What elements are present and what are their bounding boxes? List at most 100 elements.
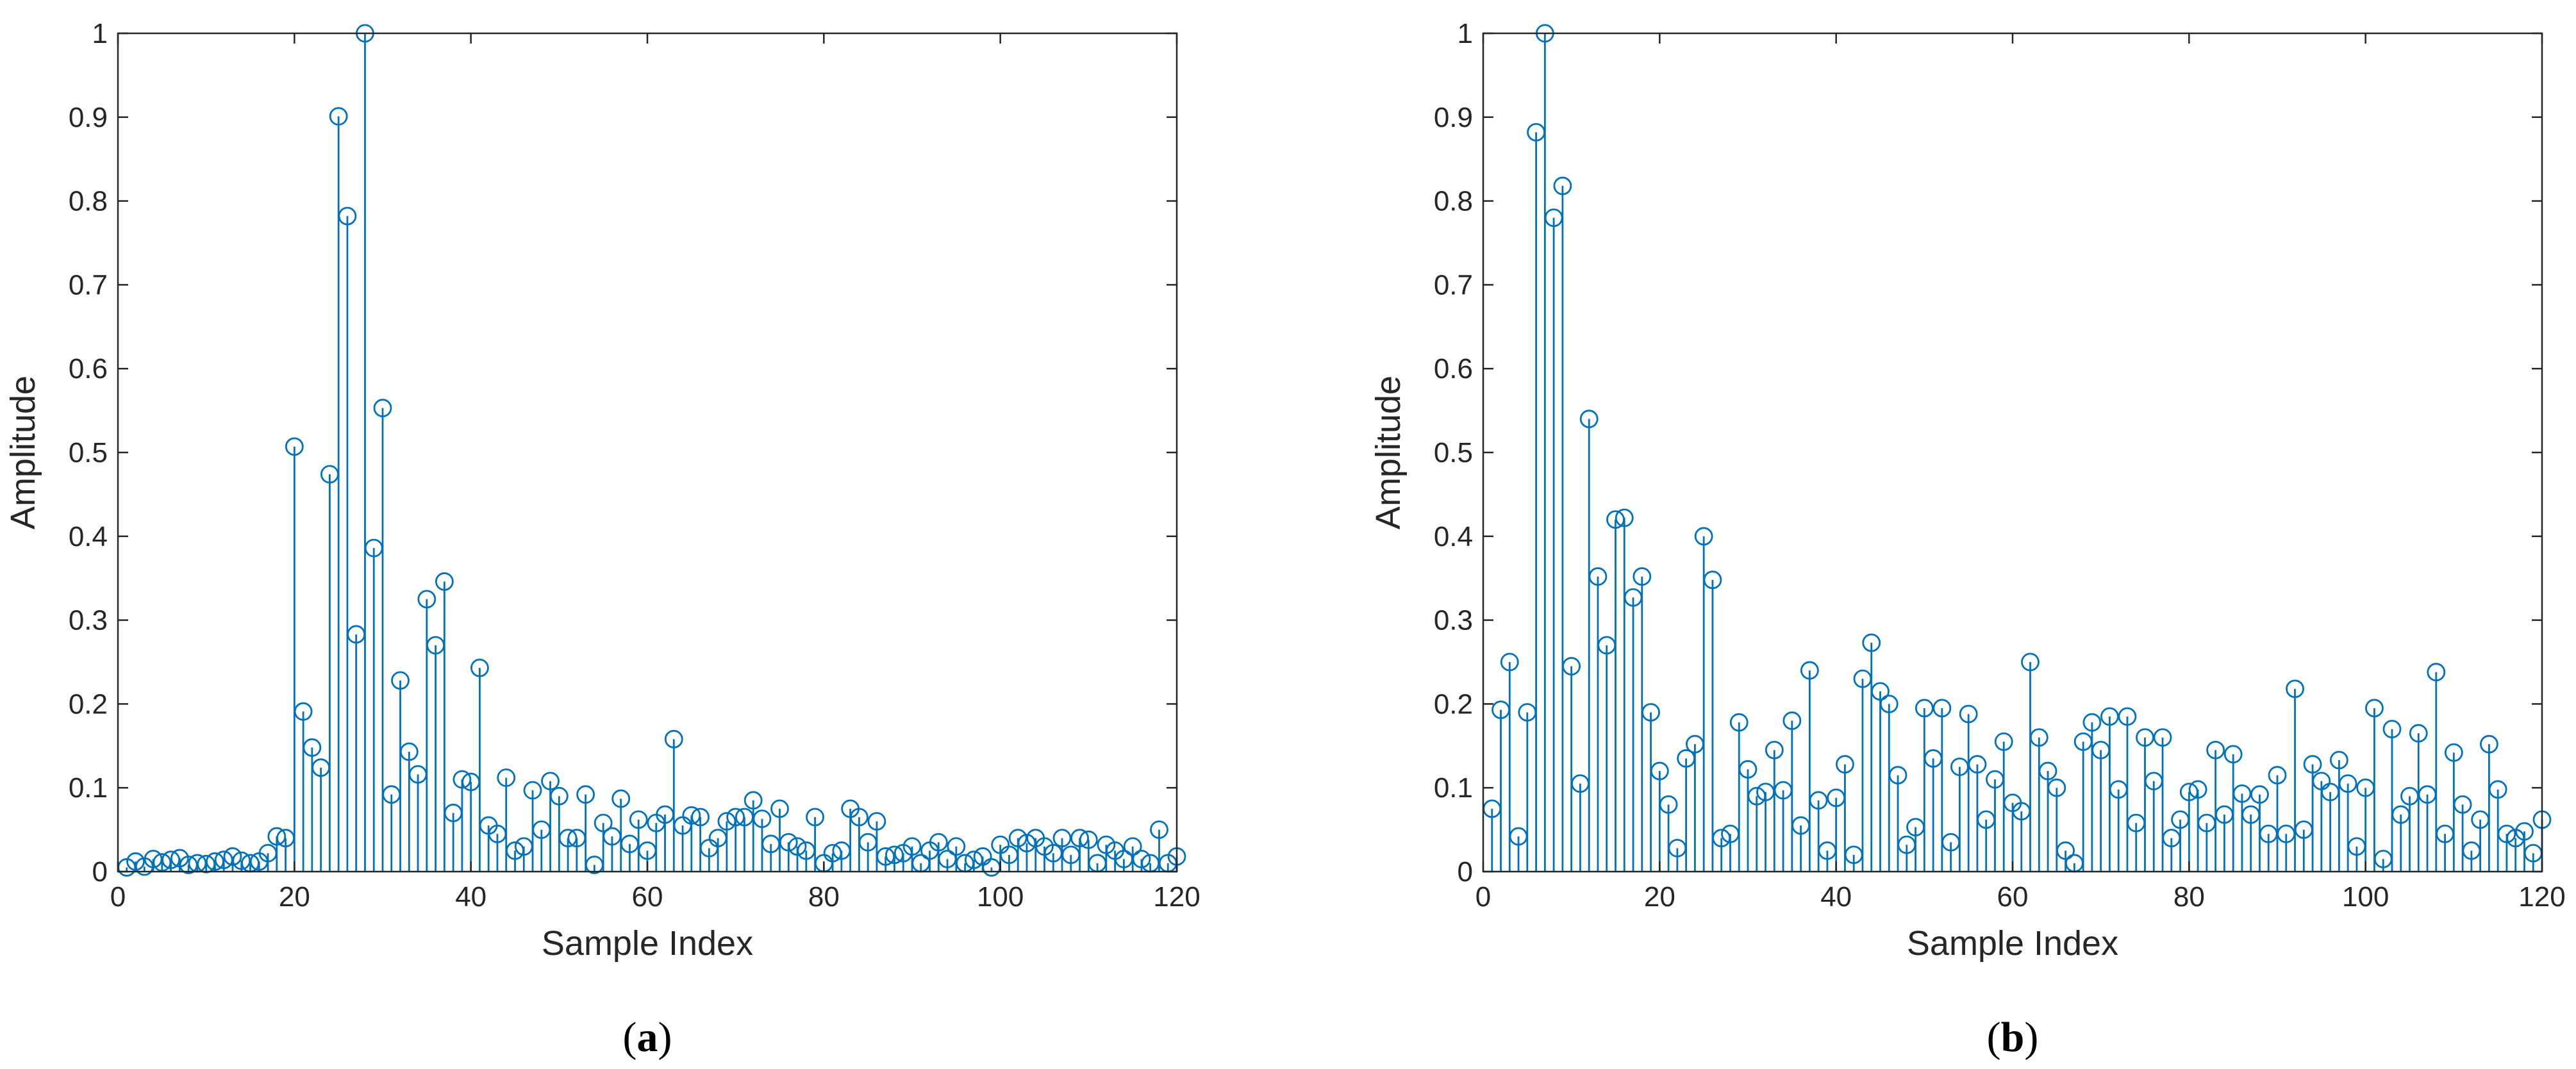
panel-label-b: (b) bbox=[1987, 1014, 2039, 1061]
y-tick-label: 0.9 bbox=[69, 102, 108, 133]
stem-point bbox=[1588, 567, 1608, 872]
y-tick-label: 0 bbox=[92, 856, 108, 888]
stem-point bbox=[453, 770, 472, 872]
y-tick-label: 0.7 bbox=[69, 269, 108, 301]
stem-point bbox=[1915, 699, 1934, 872]
stem-marker bbox=[1703, 570, 1722, 590]
stem-point bbox=[1659, 795, 1678, 872]
stem-point bbox=[2021, 652, 2040, 872]
x-tick-label: 100 bbox=[2342, 881, 2389, 913]
stem-point bbox=[2488, 780, 2507, 872]
y-tick-label: 1 bbox=[92, 18, 108, 49]
stem-marker bbox=[1052, 829, 1072, 848]
stem-marker bbox=[2153, 728, 2172, 747]
stem-marker bbox=[2136, 728, 2154, 747]
stem-marker bbox=[2118, 707, 2137, 726]
stem-marker bbox=[2409, 724, 2428, 743]
y-tick-label: 0.3 bbox=[1434, 605, 1473, 636]
stem-marker bbox=[417, 590, 436, 609]
stem-point bbox=[2338, 774, 2357, 872]
chart-panel-b: 0 20 40 60 80 100 120 0 0.1 0.2 0.3 0.4 0.5 0.6 0.7 0.8… bbox=[1369, 18, 2566, 1061]
stem-point bbox=[2409, 724, 2428, 872]
stem-marker bbox=[1968, 755, 1987, 774]
stem-marker bbox=[1888, 766, 1907, 784]
stem-marker bbox=[1588, 567, 1608, 586]
stem-point bbox=[2047, 778, 2066, 872]
stem-marker bbox=[2488, 780, 2507, 799]
stem-marker bbox=[1650, 761, 1669, 781]
stem-marker bbox=[126, 852, 145, 871]
stem-point bbox=[2329, 750, 2348, 872]
stem-marker bbox=[2268, 766, 2287, 784]
stem-marker bbox=[1579, 410, 1599, 429]
stem-marker bbox=[1633, 567, 1652, 586]
stem-marker bbox=[2286, 679, 2304, 699]
stem-marker bbox=[2206, 740, 2225, 759]
stem-marker bbox=[1615, 508, 1634, 527]
y-tick-label: 0.4 bbox=[69, 521, 108, 552]
stem-marker bbox=[1123, 837, 1142, 856]
stem-marker bbox=[1836, 755, 1854, 774]
stem-marker bbox=[752, 809, 772, 828]
stem-marker bbox=[523, 781, 542, 800]
x-tick-label: 40 bbox=[455, 881, 486, 913]
stem-marker bbox=[1994, 732, 2013, 751]
stem-marker bbox=[806, 808, 824, 827]
stem-point bbox=[682, 806, 701, 872]
stem-point bbox=[2286, 679, 2304, 872]
stem-marker bbox=[2479, 734, 2498, 754]
stem-marker bbox=[435, 572, 454, 591]
stem-point bbox=[576, 785, 595, 872]
panel-label-letter-a: a bbox=[637, 1014, 658, 1061]
stem-point bbox=[629, 810, 648, 872]
stem-marker bbox=[2382, 720, 2402, 739]
stem-marker bbox=[788, 837, 807, 856]
stem-marker bbox=[744, 791, 763, 810]
stem-marker bbox=[929, 833, 948, 852]
stem-point bbox=[435, 572, 454, 872]
stem-marker bbox=[232, 851, 251, 870]
stem-point bbox=[1782, 711, 1802, 872]
stem-point bbox=[1862, 633, 1881, 872]
stem-marker bbox=[1553, 176, 1572, 195]
stem-point bbox=[947, 837, 966, 872]
stem-marker bbox=[1008, 829, 1027, 848]
x-tick-label: 80 bbox=[2173, 881, 2205, 913]
stem-marker bbox=[594, 813, 613, 833]
stem-marker bbox=[2515, 822, 2534, 841]
axis-ticks-b: 0 20 40 60 80 100 120 0 0.1 0.2 0.3 0.4 0.5 0.6 0.7 0.8… bbox=[1434, 18, 2566, 913]
stem-marker bbox=[1738, 760, 1757, 779]
stem-point bbox=[1553, 176, 1572, 872]
x-tick-label: 40 bbox=[1820, 881, 1852, 913]
stem-point bbox=[549, 786, 569, 872]
stem-point bbox=[338, 206, 357, 872]
stem-marker bbox=[373, 399, 392, 418]
stem-point bbox=[2232, 784, 2252, 872]
stem-marker bbox=[1729, 713, 1749, 732]
stem-marker bbox=[2029, 728, 2048, 747]
y-tick-label: 0.7 bbox=[1434, 269, 1473, 301]
stem-marker bbox=[576, 785, 595, 804]
stem-marker bbox=[1132, 849, 1151, 868]
stem-marker bbox=[2223, 745, 2243, 764]
stem-marker bbox=[867, 812, 886, 831]
y-tick-label: 0.1 bbox=[1434, 772, 1473, 804]
y-tick-label: 0.9 bbox=[1434, 102, 1473, 133]
stem-point bbox=[744, 791, 763, 872]
stem-point bbox=[1579, 410, 1599, 872]
x-tick-label: 60 bbox=[1997, 881, 2029, 913]
stem-point bbox=[1079, 830, 1098, 872]
stem-marker bbox=[329, 107, 348, 126]
stem-marker bbox=[1879, 695, 1899, 713]
stem-marker bbox=[2427, 663, 2446, 682]
stem-marker bbox=[902, 837, 922, 856]
stem-point bbox=[294, 702, 313, 872]
stem-marker bbox=[779, 833, 798, 852]
stem-point bbox=[329, 107, 348, 872]
stem-point bbox=[2427, 663, 2446, 872]
stem-point bbox=[1650, 761, 1669, 872]
y-tick-label: 0.3 bbox=[69, 605, 108, 636]
stem-marker bbox=[2453, 795, 2472, 814]
y-axis-label-b: Amplitude bbox=[1369, 376, 1408, 529]
stem-point bbox=[1994, 732, 2013, 872]
